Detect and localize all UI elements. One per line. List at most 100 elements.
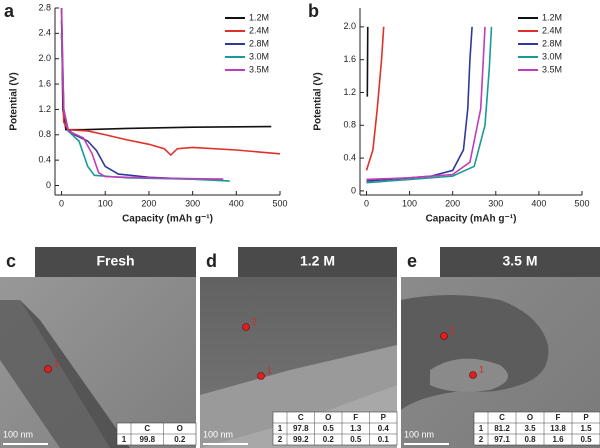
- x-tick-label: 500: [574, 198, 589, 208]
- legend-label: 2.4M: [249, 25, 269, 35]
- legend-label: 3.0M: [542, 51, 562, 61]
- label-box: [200, 247, 238, 277]
- y-axis-title: Potential (V): [313, 72, 324, 130]
- table-cell: 0.8: [524, 435, 536, 444]
- table-header: C: [499, 413, 505, 422]
- table-header: C: [298, 413, 304, 422]
- point-marker: [469, 371, 477, 379]
- table-cell: 13.8: [550, 424, 566, 433]
- y-tick-label: 2.0: [38, 53, 51, 63]
- table-header: F: [353, 413, 358, 422]
- title-bar: [238, 247, 397, 277]
- point-label: 2: [450, 325, 455, 335]
- table-header: C: [144, 424, 150, 433]
- panel-label: e: [407, 251, 417, 271]
- table-cell: 0.1: [378, 435, 390, 444]
- y-tick-label: 1.2: [38, 104, 51, 114]
- label-box: [401, 247, 440, 277]
- point-marker: [44, 365, 52, 373]
- table-cell: 0.2: [323, 435, 335, 444]
- tem-feature: [20, 300, 130, 448]
- table-cell: 1: [479, 424, 484, 433]
- table-cell: 3.5: [524, 424, 536, 433]
- table-header: O: [177, 424, 183, 433]
- x-axis-title: Capacity (mAh g⁻¹): [426, 214, 517, 225]
- x-tick-label: 0: [59, 198, 64, 208]
- table-cell: 2: [479, 435, 484, 444]
- table-cell: 97.1: [494, 435, 510, 444]
- x-tick-label: 300: [185, 198, 200, 208]
- table-cell: 2: [278, 435, 283, 444]
- table-cell: 81.2: [494, 424, 510, 433]
- table-cell: 1: [122, 435, 127, 444]
- data-line: [60, 33, 230, 182]
- table-cell: 97.8: [293, 424, 309, 433]
- y-axis-title: Potential (V): [9, 72, 20, 130]
- point-label: 2: [252, 316, 257, 326]
- y-tick-label: 1.6: [38, 78, 51, 88]
- table-cell: 1: [278, 424, 283, 433]
- x-tick-label: 500: [272, 198, 287, 208]
- tem-feature: [0, 300, 110, 448]
- table-cell: 99.2: [293, 435, 309, 444]
- table-cell: 1.6: [552, 435, 564, 444]
- table-header: O: [527, 413, 533, 422]
- table-cell: 1.5: [580, 424, 592, 433]
- table-header: F: [556, 413, 561, 422]
- y-tick-label: 1.6: [343, 54, 356, 64]
- table-bg: [473, 411, 600, 446]
- data-line: [60, 20, 224, 180]
- table-cell: 1.3: [350, 424, 362, 433]
- y-tick-label: 0: [351, 185, 356, 195]
- data-line: [60, 33, 281, 157]
- legend-label: 1.2M: [249, 12, 269, 22]
- point-label: 1: [54, 358, 59, 368]
- point-label: 1: [267, 365, 272, 375]
- y-tick-label: 2.8: [38, 2, 51, 12]
- panel-label: b: [308, 1, 319, 21]
- point-marker: [257, 372, 265, 380]
- panel-title: Fresh: [96, 253, 134, 269]
- scale-bar-label: 100 nm: [404, 429, 434, 439]
- table-cell: 0.5: [350, 435, 362, 444]
- data-line: [60, 7, 224, 180]
- legend-label: 1.2M: [542, 12, 562, 22]
- y-tick-label: 1.2: [343, 87, 356, 97]
- x-tick-label: 400: [531, 198, 546, 208]
- scale-bar-label: 100 nm: [203, 429, 233, 439]
- y-tick-label: 0.4: [343, 152, 356, 162]
- x-tick-label: 400: [229, 198, 244, 208]
- x-tick-label: 200: [141, 198, 156, 208]
- table-cell: 0.5: [323, 424, 335, 433]
- table-header: O: [325, 413, 331, 422]
- data-line: [365, 26, 385, 171]
- legend-label: 2.8M: [249, 38, 269, 48]
- label-box: [0, 247, 35, 277]
- x-tick-label: 300: [488, 198, 503, 208]
- x-tick-label: 100: [402, 198, 417, 208]
- point-label: 1: [479, 364, 484, 374]
- y-tick-label: 0.8: [38, 129, 51, 139]
- data-line: [366, 26, 486, 181]
- y-tick-label: 0.4: [38, 155, 51, 165]
- title-bar: [35, 247, 196, 277]
- title-bar: [440, 247, 600, 277]
- scale-bar-label: 100 nm: [3, 429, 33, 439]
- point-marker: [440, 332, 448, 340]
- table-cell: 0.2: [174, 435, 186, 444]
- point-marker: [242, 323, 250, 331]
- table-header: P: [381, 413, 387, 422]
- tem-feature: [430, 358, 508, 392]
- legend-label: 2.4M: [542, 25, 562, 35]
- x-tick-label: 200: [445, 198, 460, 208]
- table-bg: [272, 411, 398, 446]
- x-tick-label: 0: [364, 198, 369, 208]
- x-axis-title: Capacity (mAh g⁻¹): [122, 214, 213, 225]
- table-cell: 99.8: [139, 435, 155, 444]
- legend-label: 2.8M: [542, 38, 562, 48]
- legend-label: 3.0M: [249, 51, 269, 61]
- panel-label: d: [206, 251, 217, 271]
- y-tick-label: 0.8: [343, 120, 356, 130]
